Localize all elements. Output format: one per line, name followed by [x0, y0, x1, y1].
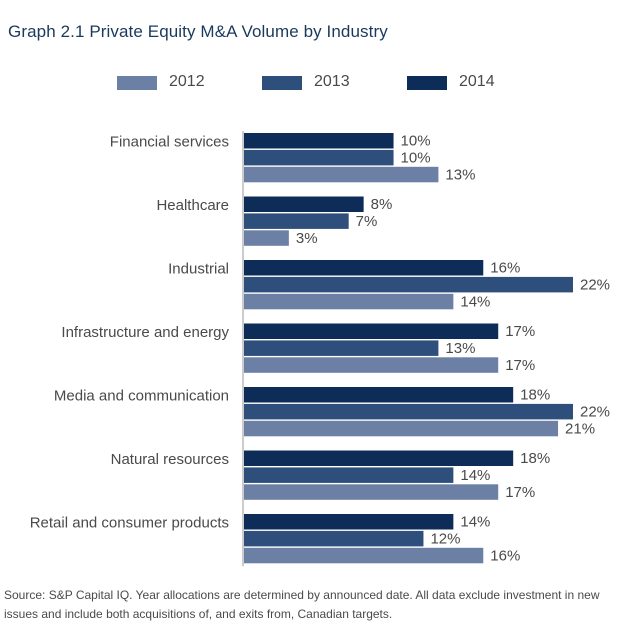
bar-infrastructure-and-energy-2014	[244, 323, 499, 339]
value-label-retail-and-consumer-products-2013: 12%	[430, 531, 460, 548]
value-label-natural-resources-2013: 14%	[460, 467, 490, 484]
value-label-retail-and-consumer-products-2014: 14%	[460, 514, 490, 531]
source-note: Source: S&P Capital IQ. Year allocations…	[4, 588, 600, 621]
bar-media-and-communication-2013	[244, 403, 573, 420]
value-label-financial-services-2013: 10%	[401, 150, 431, 167]
category-label-natural-resources: Natural resources	[111, 451, 229, 468]
category-label-infrastructure-and-energy: Infrastructure and energy	[61, 324, 229, 341]
bar-industrial-2014	[244, 260, 484, 276]
value-label-infrastructure-and-energy-2013: 13%	[445, 340, 475, 357]
legend-label-2013: 2013	[314, 73, 350, 90]
legend-swatch-2013	[262, 76, 302, 90]
category-label-retail-and-consumer-products: Retail and consumer products	[30, 515, 229, 532]
legend-label-2012: 2012	[169, 73, 205, 90]
value-label-industrial-2014: 16%	[490, 260, 520, 277]
bar-retail-and-consumer-products-2012	[244, 547, 484, 564]
value-label-healthcare-2013: 7%	[356, 213, 378, 230]
chart-title: Graph 2.1 Private Equity M&A Volume by I…	[8, 22, 388, 41]
category-label-media-and-communication: Media and communication	[54, 388, 229, 405]
value-label-media-and-communication-2013: 22%	[580, 404, 610, 421]
bar-natural-resources-2014	[244, 450, 514, 466]
legend: 2012 2013 2014	[0, 72, 620, 94]
value-label-healthcare-2014: 8%	[371, 196, 393, 213]
legend-label-2014: 2014	[459, 73, 495, 90]
bar-infrastructure-and-energy-2012	[244, 357, 499, 373]
value-label-industrial-2012: 14%	[460, 294, 490, 311]
bar-natural-resources-2012	[244, 484, 499, 500]
bar-healthcare-2013	[244, 213, 349, 229]
bar-infrastructure-and-energy-2013	[244, 340, 439, 356]
value-label-financial-services-2012: 13%	[445, 167, 475, 184]
bar-media-and-communication-2014	[244, 387, 514, 403]
bar-chart: Financial services 10%10% 13% Healthcare 8%7…	[30, 131, 610, 567]
bar-retail-and-consumer-products-2014	[244, 514, 454, 530]
value-label-industrial-2013: 22%	[580, 277, 610, 294]
value-label-media-and-communication-2014: 18%	[520, 387, 550, 404]
category-label-financial-services: Financial services	[110, 134, 229, 151]
bar-financial-services-2012	[244, 166, 439, 183]
bar-industrial-2012	[244, 293, 454, 310]
legend-swatch-2014	[407, 76, 447, 90]
category-label-healthcare: Healthcare	[156, 197, 229, 214]
category-label-industrial: Industrial	[168, 261, 229, 278]
bar-natural-resources-2013	[244, 467, 454, 483]
value-label-natural-resources-2012: 17%	[505, 484, 535, 501]
value-label-infrastructure-and-energy-2014: 17%	[505, 323, 535, 340]
value-label-media-and-communication-2012: 21%	[565, 421, 595, 438]
bar-financial-services-2014	[244, 133, 394, 149]
value-label-retail-and-consumer-products-2012: 16%	[490, 548, 520, 565]
value-label-natural-resources-2014: 18%	[520, 450, 550, 467]
bar-industrial-2013	[244, 276, 573, 293]
value-label-healthcare-2012: 3%	[296, 230, 318, 247]
value-label-infrastructure-and-energy-2012: 17%	[505, 357, 535, 374]
bar-media-and-communication-2012	[244, 420, 559, 437]
bar-healthcare-2014	[244, 196, 364, 212]
value-label-financial-services-2014: 10%	[401, 133, 431, 150]
bar-financial-services-2013	[244, 149, 394, 166]
bar-healthcare-2012	[244, 230, 289, 246]
bar-retail-and-consumer-products-2013	[244, 530, 424, 547]
legend-swatch-2012	[117, 76, 157, 90]
